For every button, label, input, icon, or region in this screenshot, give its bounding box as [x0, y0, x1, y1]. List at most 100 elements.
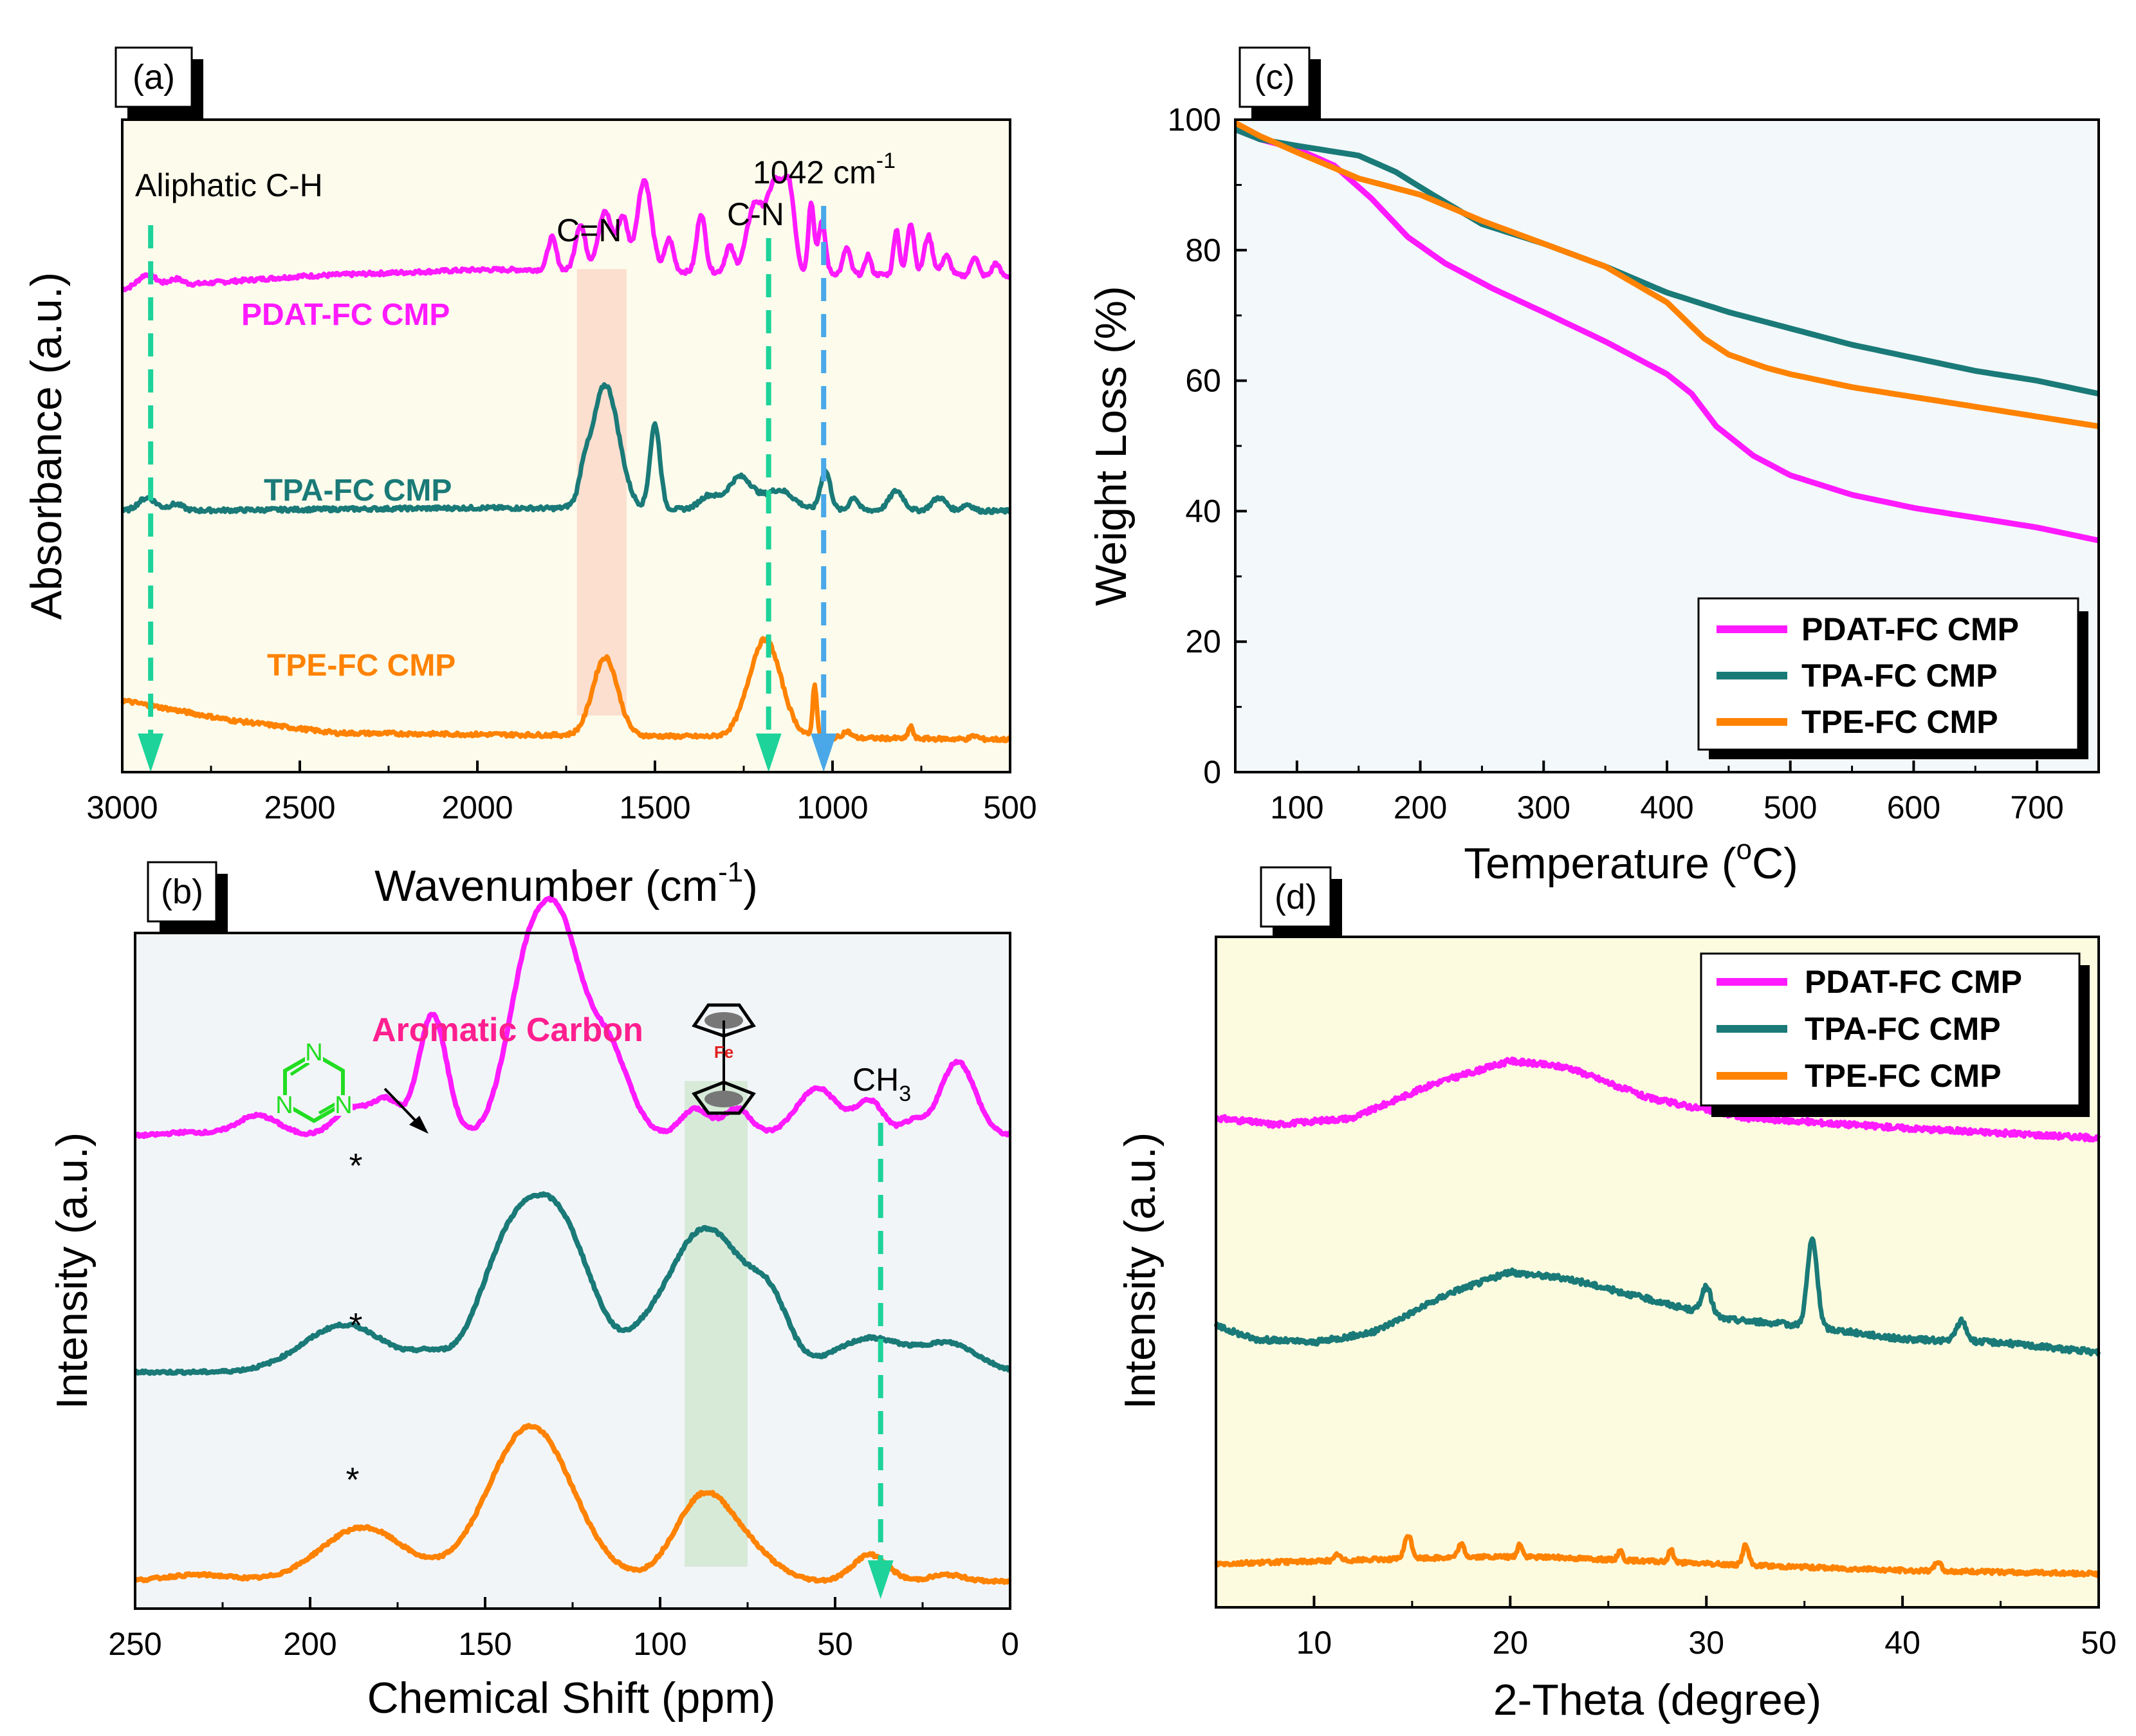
panel-d-xticks: 10 20 30 40 50 — [1215, 1596, 2117, 1661]
aromatic-label: Aromatic Carbon — [372, 1011, 643, 1049]
panel-b-fe-band — [685, 1081, 748, 1567]
panel-b-ylabel: Intensity (a.u.) — [48, 1132, 97, 1410]
x-tick-label: 200 — [283, 1626, 336, 1662]
panel-a-xlabel: Wavenumber (cm-1) — [374, 856, 758, 910]
peak-1042-label: 1042 cm-1 — [753, 149, 896, 190]
y-tick-label: 20 — [1185, 623, 1221, 660]
panel-b-curves — [134, 896, 1012, 1585]
x-tick-label: 700 — [2010, 790, 2063, 826]
x-tick-label: 50 — [817, 1626, 853, 1662]
cn-double-label: C=N — [557, 212, 621, 248]
panel-d-xlabel: 2-Theta (degree) — [1493, 1676, 1821, 1724]
x-tick-label: 50 — [2081, 1625, 2117, 1661]
ferrocene-fe-label: Fe — [714, 1042, 733, 1062]
panel-a-tag — [115, 46, 193, 108]
series-label-tpa: TPA-FC CMP — [264, 474, 452, 508]
x-tick-label: 100 — [633, 1626, 686, 1662]
triazine-structure: N N N — [275, 1039, 353, 1123]
series-label-tpe: TPE-FC CMP — [267, 649, 456, 683]
xrd-line-tpe — [1213, 1534, 2101, 1578]
panel-d-curves — [1213, 1057, 2101, 1578]
x-tick-label: 40 — [1884, 1625, 1920, 1661]
panel-d-ylabel: Intensity (a.u.) — [1116, 1132, 1165, 1410]
triazine-n-label: N — [305, 1039, 322, 1066]
triazine-double-bond — [318, 1101, 338, 1115]
star-tpa: * — [349, 1306, 362, 1345]
panel-c-xlabel: Temperature (oC) — [1464, 834, 1798, 888]
panel-c-legend: PDAT-FC CMP TPA-FC CMP TPE-FC CMP — [1697, 597, 2088, 759]
x-tick-label: 1500 — [619, 790, 690, 826]
star-pdat: * — [349, 1147, 362, 1185]
panel-b-tag-text: (b) — [161, 873, 203, 911]
legend-label-tpe: TPE-FC CMP — [1801, 704, 1998, 740]
panel-c-ticks: 100 200 300 400 500 600 700 0 20 40 60 80 100 — [1168, 102, 2100, 826]
panel-c-ylabel: Weight Loss (%) — [1087, 286, 1136, 606]
triazine-n-label: N — [275, 1092, 293, 1119]
x-tick-label: 0 — [1001, 1626, 1019, 1662]
panel-c-tag-text: (c) — [1255, 58, 1295, 97]
tga-line-tpa — [1234, 127, 2099, 397]
xrd-line-tpa — [1213, 1236, 2101, 1357]
x-tick-label: 250 — [108, 1626, 161, 1662]
nmr-line-tpe — [134, 1423, 1012, 1585]
triazine-n-bg — [335, 1095, 353, 1116]
ch3-arrowhead — [867, 1560, 894, 1599]
ferrocene-structure: Fe — [692, 1003, 756, 1115]
x-tick-label: 2500 — [264, 790, 335, 826]
legend-label-tpa: TPA-FC CMP — [1801, 658, 1998, 694]
cn-arrowhead — [755, 734, 782, 772]
panel-a-tag-text: (a) — [133, 58, 175, 97]
star-tpe: * — [345, 1461, 359, 1499]
x-tick-label: 500 — [1763, 790, 1817, 826]
x-tick-label: 300 — [1517, 790, 1570, 826]
panel-a-cn-band — [576, 269, 627, 716]
y-tick-label: 80 — [1185, 232, 1221, 268]
triazine-n-bg — [305, 1042, 323, 1063]
panel-b-tag — [147, 861, 217, 923]
panel-d-frame — [1215, 936, 2100, 1609]
panel-b: 250 200 150 100 50 0 Aromatic Carbon N N N Fe… — [48, 861, 1019, 1722]
aliphatic-arrowhead — [138, 734, 164, 772]
triazine-n-label: N — [335, 1092, 352, 1119]
panel-b-xticks: 250 200 150 100 50 0 — [108, 1597, 1019, 1662]
x-tick-label: 3000 — [86, 790, 158, 826]
panel-c-curves — [1233, 120, 2099, 544]
panel-a-curves — [120, 174, 1012, 744]
panel-a-xticks: 3000 2500 2000 1500 1000 500 — [86, 761, 1037, 826]
x-tick-label: 2000 — [441, 790, 513, 826]
legend-label-tpa: TPA-FC CMP — [1805, 1011, 2001, 1047]
tga-line-tpe — [1233, 120, 2099, 430]
ftir-line-tpa — [121, 382, 1011, 515]
panel-d: 10 20 30 40 50 PDAT-FC CMP TPA-FC CMP TPE-FC… — [1116, 866, 2117, 1724]
x-tick-label: 400 — [1640, 790, 1693, 826]
series-label-pdat: PDAT-FC CMP — [241, 298, 450, 332]
y-tick-label: 100 — [1168, 102, 1221, 138]
panel-c: 100 200 300 400 500 600 700 0 20 40 60 80 100 PDAT-F… — [1087, 46, 2100, 888]
ftir-line-pdat — [121, 174, 1012, 293]
x-tick-label: 30 — [1688, 1625, 1724, 1661]
ferrocene-bottom-ring — [692, 1080, 756, 1115]
panel-d-legend: PDAT-FC CMP TPA-FC CMP TPE-FC CMP — [1700, 952, 2090, 1117]
legend-label-pdat: PDAT-FC CMP — [1801, 611, 2019, 647]
panel-a: 3000 2500 2000 1500 1000 500 Aliphatic C-H C=… — [22, 46, 1037, 910]
x-tick-label: 1000 — [796, 790, 868, 826]
panel-d-tag-text: (d) — [1275, 878, 1317, 916]
legend-label-tpe: TPE-FC CMP — [1805, 1058, 2002, 1094]
x-tick-label: 600 — [1887, 790, 1940, 826]
triazine-ring — [283, 1051, 345, 1123]
aliphatic-label: Aliphatic C-H — [135, 167, 323, 203]
peak-1042-arrowhead — [811, 734, 837, 772]
triazine-pointer-head — [409, 1116, 428, 1134]
xrd-line-pdat — [1214, 1057, 2101, 1143]
triazine-double-bond — [290, 1061, 310, 1076]
ch3-label: CH3 — [852, 1062, 911, 1106]
y-tick-label: 0 — [1203, 754, 1221, 790]
x-tick-label: 150 — [458, 1626, 511, 1662]
tga-line-pdat — [1234, 127, 2099, 544]
x-tick-label: 20 — [1493, 1625, 1529, 1661]
panel-b-xlabel: Chemical Shift (ppm) — [367, 1674, 776, 1722]
panel-a-background — [122, 120, 1010, 772]
cn-single-label: C-N — [727, 196, 784, 232]
triazine-n-bg — [275, 1095, 293, 1116]
